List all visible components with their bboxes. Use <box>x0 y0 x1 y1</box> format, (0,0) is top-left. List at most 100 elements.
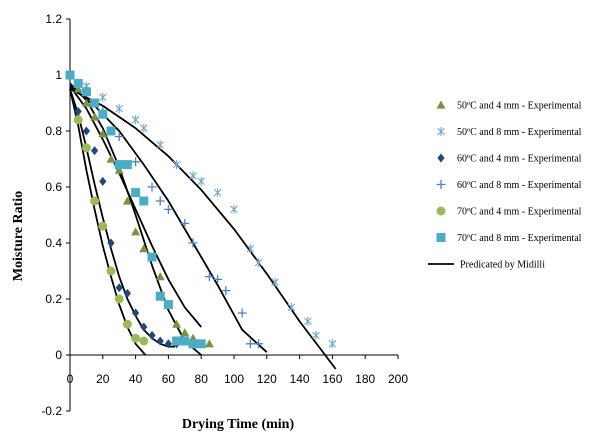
data-point-triangle <box>98 129 108 138</box>
data-point-circle <box>131 333 141 343</box>
y-tick-label: 0.8 <box>45 124 62 138</box>
x-tick-label: 100 <box>224 372 244 386</box>
data-point-square <box>73 78 83 88</box>
data-point-plus <box>147 182 157 192</box>
data-point-diamond <box>91 146 99 156</box>
data-point-diamond <box>82 126 90 136</box>
data-point-diamond <box>156 336 164 346</box>
legend-marker-circle <box>436 206 446 216</box>
data-point-square <box>122 160 132 170</box>
x-axis-title: Drying Time (min) <box>182 417 295 432</box>
legend-marker-plus <box>436 180 446 189</box>
data-point-circle <box>81 143 91 153</box>
series-group <box>66 70 181 349</box>
data-point-asterisk <box>115 104 123 114</box>
data-point-square <box>106 126 116 136</box>
data-point-asterisk <box>140 123 148 133</box>
y-tick-label: 0.6 <box>45 180 62 194</box>
data-point-asterisk <box>287 302 296 312</box>
y-tick-label: 1 <box>55 68 62 82</box>
legend-marker-asterisk <box>437 127 445 136</box>
legend-label: 70ºC and 4 mm - Experimental <box>457 207 582 218</box>
data-point-square <box>90 98 100 108</box>
tick-labels: -0.2 0 0.2 0.4 0.6 0.8 1 1.2 0 20 40 60 80 100 120 140 1… <box>41 12 408 418</box>
x-tick-label: 180 <box>355 372 375 386</box>
data-points <box>65 70 337 349</box>
legend-label: 60ºC and 4 mm - Experimental <box>457 154 582 165</box>
x-tick-label: 40 <box>129 372 143 386</box>
data-point-plus <box>188 238 198 248</box>
data-point-asterisk <box>189 171 197 181</box>
data-point-square <box>65 70 75 80</box>
data-point-triangle <box>180 328 190 337</box>
legend-marker-square <box>436 233 446 242</box>
data-point-asterisk <box>230 204 238 214</box>
data-point-asterisk <box>172 160 181 170</box>
x-tick-label: 140 <box>290 372 310 386</box>
data-point-asterisk <box>131 115 140 125</box>
data-point-triangle <box>155 272 165 281</box>
data-point-plus <box>204 272 214 282</box>
legend-marker-diamond <box>437 153 445 163</box>
legend-marker-triangle <box>436 100 446 109</box>
midilli-model-curve <box>69 85 268 353</box>
data-point-circle <box>73 115 83 125</box>
data-point-diamond <box>107 238 115 248</box>
data-point-triangle <box>90 112 100 121</box>
data-point-circle <box>106 266 116 276</box>
data-point-asterisk <box>197 176 205 186</box>
data-point-circle <box>114 294 124 304</box>
legend-label: 60ºC and 8 mm - Experimental <box>457 180 582 191</box>
data-point-plus <box>254 339 264 349</box>
x-tick-label: 0 <box>67 372 74 386</box>
data-point-triangle <box>122 196 132 205</box>
data-point-diamond <box>74 106 82 116</box>
data-point-circle <box>122 319 132 329</box>
midilli-model-curve <box>69 82 202 356</box>
data-point-plus <box>180 218 190 228</box>
y-tick-label: 0 <box>55 348 62 362</box>
x-tick-label: 120 <box>257 372 277 386</box>
x-tick-label: 20 <box>96 372 110 386</box>
data-point-plus <box>221 286 231 296</box>
y-tick-label: -0.2 <box>41 404 62 418</box>
legend-label: 50ºC and 8 mm - Experimental <box>457 127 582 138</box>
data-point-square <box>131 188 141 198</box>
data-point-diamond <box>132 308 140 318</box>
x-tick-label: 80 <box>195 372 209 386</box>
data-point-asterisk <box>213 188 222 198</box>
data-point-circle <box>90 196 100 206</box>
data-point-diamond <box>123 288 131 298</box>
data-point-triangle <box>131 227 141 236</box>
data-point-diamond <box>164 339 172 349</box>
data-point-plus <box>163 204 173 214</box>
y-tick-label: 0.4 <box>45 236 62 250</box>
data-point-diamond <box>115 283 123 293</box>
y-tick-label: 0.2 <box>45 292 62 306</box>
data-point-triangle <box>106 154 116 163</box>
data-point-asterisk <box>271 277 279 287</box>
data-point-circle <box>139 336 149 346</box>
data-point-triangle <box>114 165 124 174</box>
data-point-triangle <box>139 244 149 253</box>
data-point-plus <box>213 274 223 284</box>
x-tick-label: 60 <box>162 372 176 386</box>
data-point-asterisk <box>99 92 107 102</box>
data-point-plus <box>155 196 165 206</box>
data-point-triangle <box>81 98 91 107</box>
legend-label: 50ºC and 4 mm - Experimental <box>457 101 582 112</box>
legend: 50ºC and 4 mm - Experimental 50ºC and 8 m… <box>428 100 582 271</box>
data-point-square <box>139 196 149 206</box>
data-point-square <box>180 336 190 346</box>
data-point-triangle <box>204 339 214 348</box>
data-point-asterisk <box>304 316 312 326</box>
data-point-asterisk <box>312 330 320 340</box>
legend-label-model: Predicated by Midilli <box>460 260 545 271</box>
data-point-asterisk <box>328 339 337 349</box>
data-point-triangle <box>73 84 83 93</box>
legend-label: 70ºC and 8 mm - Experimental <box>457 233 582 244</box>
y-tick-label: 1.2 <box>45 12 62 26</box>
data-point-diamond <box>99 176 107 186</box>
model-curves <box>69 82 337 370</box>
